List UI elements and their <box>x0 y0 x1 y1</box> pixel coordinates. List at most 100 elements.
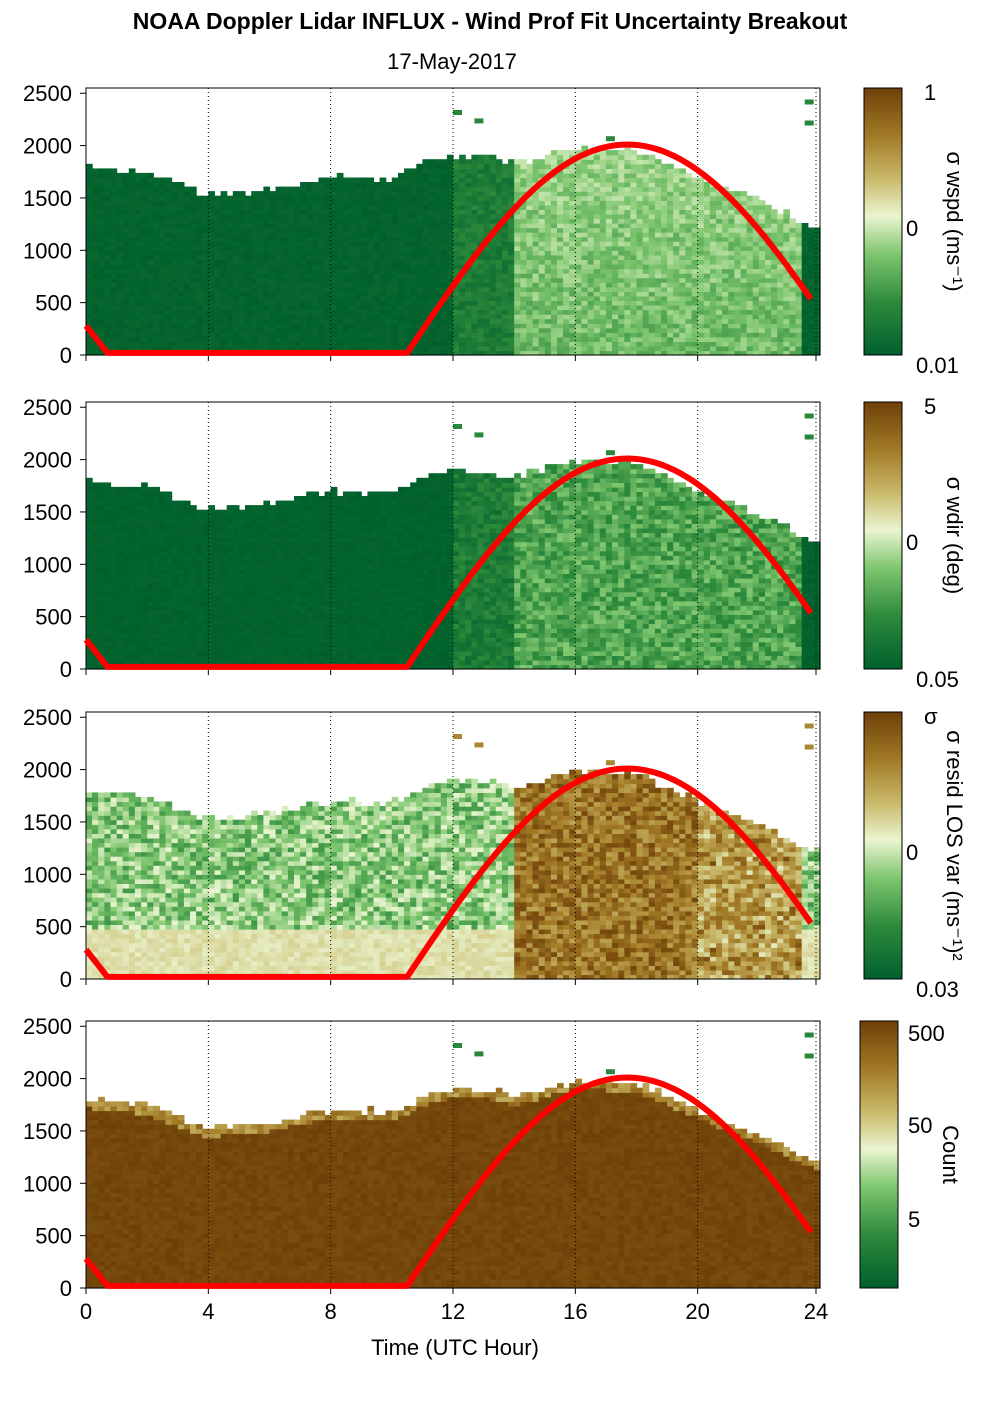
heatmap-cell <box>336 200 344 206</box>
heatmap-cell <box>122 213 130 220</box>
heatmap-cell <box>312 309 319 315</box>
heatmap-cell <box>599 345 607 352</box>
heatmap-cell <box>245 254 252 260</box>
heatmap-cell <box>813 259 821 265</box>
heatmap-cell <box>795 291 803 297</box>
heatmap-cell <box>153 223 160 229</box>
heatmap-cell <box>520 336 527 342</box>
heatmap-cell <box>673 336 680 342</box>
heatmap-cell <box>196 341 203 347</box>
heatmap-cell <box>367 213 375 220</box>
heatmap-cell <box>294 195 301 201</box>
heatmap-cell <box>459 195 466 201</box>
heatmap-cell <box>177 241 185 247</box>
heatmap-cell <box>122 295 130 301</box>
heatmap-cell <box>306 336 313 342</box>
heatmap-cell <box>557 277 564 283</box>
heatmap-cell <box>416 309 423 315</box>
heatmap-cell <box>300 332 307 338</box>
heatmap-cell <box>336 323 344 329</box>
heatmap-cell <box>716 200 723 206</box>
heatmap-cell <box>728 241 735 247</box>
heatmap-cell <box>673 241 680 247</box>
heatmap-cell <box>98 532 105 538</box>
heatmap-cell <box>300 232 307 238</box>
heatmap-cell <box>98 555 105 561</box>
heatmap-cell <box>300 291 307 297</box>
heatmap-cell <box>232 327 240 333</box>
heatmap-cell <box>226 345 234 352</box>
heatmap-cell <box>269 236 277 242</box>
heatmap-cell <box>569 200 576 206</box>
heatmap-cell <box>514 286 521 292</box>
heatmap-cell <box>501 168 509 174</box>
heatmap-cell <box>330 277 338 283</box>
heatmap-cell <box>349 264 356 270</box>
heatmap-cell <box>618 191 625 197</box>
heatmap-cell <box>141 250 148 256</box>
heatmap-cell <box>728 277 735 283</box>
heatmap-cell <box>92 537 99 543</box>
heatmap-cell <box>281 282 289 288</box>
heatmap-cell <box>734 341 742 347</box>
heatmap-cell <box>557 345 564 352</box>
heatmap-cell <box>379 282 387 288</box>
heatmap-cell <box>538 250 546 256</box>
heatmap-cell <box>465 232 472 238</box>
heatmap-cell <box>532 204 540 210</box>
heatmap-cell <box>128 232 136 238</box>
heatmap-cell <box>801 273 809 279</box>
heatmap-cell <box>593 264 601 270</box>
heatmap-cell <box>722 268 729 274</box>
heatmap-cell <box>238 277 246 283</box>
heatmap-cell <box>245 218 252 224</box>
heatmap-cell <box>557 341 564 347</box>
heatmap-cell <box>679 282 686 288</box>
heatmap-cell <box>777 286 784 292</box>
heatmap-cell <box>116 182 124 188</box>
heatmap-cell <box>661 268 668 274</box>
heatmap-cell <box>526 209 534 215</box>
heatmap-cell <box>165 223 173 229</box>
heatmap-cell <box>226 227 234 233</box>
heatmap-cell <box>648 264 656 270</box>
heatmap-cell <box>587 204 595 210</box>
heatmap-cell <box>630 227 638 233</box>
heatmap-cell <box>453 223 460 229</box>
heatmap-cell <box>813 309 821 315</box>
heatmap-cell <box>648 159 656 165</box>
heatmap-cell <box>141 213 148 220</box>
heatmap-cell <box>300 259 307 265</box>
heatmap-cell <box>434 318 442 324</box>
heatmap-cell <box>679 273 686 279</box>
heatmap-cell <box>795 304 803 311</box>
heatmap-cell <box>783 336 790 342</box>
heatmap-cell <box>740 227 748 233</box>
heatmap-cell <box>581 286 589 292</box>
heatmap-cell <box>379 241 387 247</box>
heatmap-cell <box>232 259 240 265</box>
heatmap-cell <box>287 250 295 256</box>
heatmap-cell <box>550 250 558 256</box>
heatmap-cell <box>605 277 613 283</box>
heatmap-cell <box>190 191 197 197</box>
heatmap-cell <box>728 254 735 260</box>
heatmap-cell <box>722 273 729 279</box>
heatmap-cell <box>208 232 215 238</box>
heatmap-cell <box>287 186 295 192</box>
heatmap-cell <box>98 646 105 652</box>
heatmap-cell <box>361 268 368 274</box>
heatmap-cell <box>165 254 173 260</box>
heatmap-cell <box>489 341 497 347</box>
heatmap-cell <box>404 291 411 297</box>
heatmap-cell <box>177 282 185 288</box>
heatmap-cell <box>703 227 711 233</box>
heatmap-cell <box>98 200 105 206</box>
heatmap-cell <box>465 304 472 311</box>
heatmap-cell <box>728 227 735 233</box>
heatmap-cell <box>648 245 656 251</box>
heatmap-cell <box>648 277 656 283</box>
heatmap-cell <box>495 259 503 265</box>
heatmap-cell <box>287 259 295 265</box>
heatmap-cell <box>214 327 222 333</box>
